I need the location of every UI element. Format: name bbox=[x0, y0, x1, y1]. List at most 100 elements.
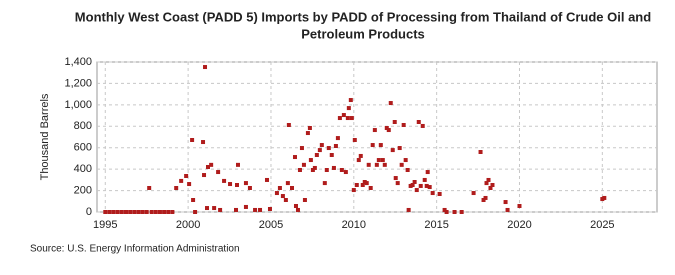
data-point bbox=[170, 210, 175, 214]
data-point bbox=[348, 98, 353, 103]
data-point bbox=[149, 210, 154, 214]
data-point bbox=[390, 148, 395, 153]
plot-area bbox=[96, 61, 658, 213]
data-point bbox=[333, 144, 338, 148]
x-tick-label: 2025 bbox=[590, 219, 614, 231]
data-point bbox=[437, 192, 442, 196]
y-tick-label: 1,200 bbox=[64, 77, 92, 89]
data-point bbox=[484, 181, 489, 186]
data-point bbox=[360, 183, 365, 187]
data-point bbox=[403, 158, 408, 163]
data-point bbox=[162, 210, 167, 214]
data-point bbox=[364, 181, 369, 186]
data-point bbox=[157, 210, 162, 214]
data-point bbox=[488, 186, 493, 190]
y-tick-label: 1,000 bbox=[64, 99, 92, 111]
data-point bbox=[372, 128, 377, 133]
data-point bbox=[209, 162, 214, 167]
data-point bbox=[331, 165, 336, 170]
data-point bbox=[490, 183, 495, 187]
data-point bbox=[392, 120, 397, 124]
data-point bbox=[386, 128, 391, 133]
data-point bbox=[264, 177, 269, 182]
y-tick-label: 0 bbox=[86, 206, 92, 218]
data-point bbox=[319, 143, 324, 148]
data-point bbox=[517, 204, 522, 208]
data-point bbox=[310, 168, 315, 172]
data-point bbox=[602, 195, 607, 200]
data-point bbox=[302, 198, 307, 202]
data-point bbox=[243, 181, 248, 186]
data-point bbox=[346, 106, 351, 111]
data-point bbox=[301, 162, 306, 167]
data-point bbox=[351, 188, 356, 193]
data-point bbox=[406, 207, 411, 212]
data-point bbox=[459, 210, 464, 214]
data-point bbox=[486, 177, 491, 182]
data-point bbox=[166, 210, 171, 214]
data-point bbox=[410, 183, 415, 187]
data-point bbox=[184, 174, 189, 178]
data-point bbox=[335, 136, 340, 141]
data-point bbox=[416, 120, 421, 124]
data-point bbox=[187, 182, 192, 187]
data-point bbox=[366, 162, 371, 167]
data-point bbox=[179, 178, 184, 183]
data-point bbox=[277, 186, 282, 190]
data-point bbox=[286, 123, 291, 127]
data-point bbox=[412, 180, 417, 184]
data-point bbox=[380, 158, 385, 163]
data-point bbox=[312, 165, 317, 170]
x-tick-label: 2005 bbox=[259, 219, 283, 231]
data-point bbox=[354, 183, 359, 187]
data-point bbox=[471, 191, 476, 196]
data-point bbox=[418, 183, 423, 188]
data-point bbox=[293, 204, 298, 208]
data-point bbox=[222, 178, 227, 183]
data-point bbox=[283, 198, 288, 202]
data-point bbox=[503, 200, 508, 205]
data-point bbox=[356, 158, 361, 163]
data-point bbox=[422, 177, 427, 182]
data-point bbox=[382, 162, 387, 167]
data-point bbox=[128, 210, 133, 214]
x-tick-label: 2010 bbox=[342, 219, 366, 231]
data-point bbox=[295, 207, 300, 212]
data-point bbox=[401, 123, 406, 127]
data-point bbox=[349, 116, 354, 121]
data-point bbox=[132, 210, 137, 214]
data-point bbox=[324, 168, 329, 172]
data-point bbox=[352, 138, 357, 142]
data-point bbox=[201, 140, 206, 145]
y-tick-label: 200 bbox=[74, 184, 92, 196]
data-point bbox=[140, 210, 145, 214]
y-tick-label: 400 bbox=[74, 163, 92, 175]
data-point bbox=[253, 207, 258, 212]
data-point bbox=[337, 116, 342, 121]
data-point bbox=[370, 143, 375, 148]
data-point bbox=[478, 150, 483, 154]
data-point bbox=[299, 146, 304, 151]
data-point bbox=[374, 162, 379, 167]
data-point bbox=[368, 186, 373, 190]
data-point bbox=[341, 113, 346, 118]
data-point bbox=[280, 194, 285, 199]
data-point bbox=[399, 162, 404, 167]
data-point bbox=[235, 183, 239, 187]
data-point bbox=[420, 123, 425, 128]
data-point bbox=[191, 198, 196, 202]
data-point bbox=[247, 186, 252, 190]
data-point bbox=[205, 206, 210, 211]
data-point bbox=[103, 210, 108, 214]
data-point bbox=[136, 210, 141, 214]
data-point bbox=[153, 210, 158, 214]
data-point bbox=[202, 173, 207, 178]
data-point bbox=[147, 186, 152, 190]
y-tick-label: 1,400 bbox=[64, 56, 92, 68]
data-point bbox=[427, 185, 432, 190]
data-point bbox=[388, 101, 393, 106]
data-point bbox=[111, 210, 116, 214]
x-tick-label: 2015 bbox=[424, 219, 448, 231]
data-point bbox=[206, 165, 211, 169]
